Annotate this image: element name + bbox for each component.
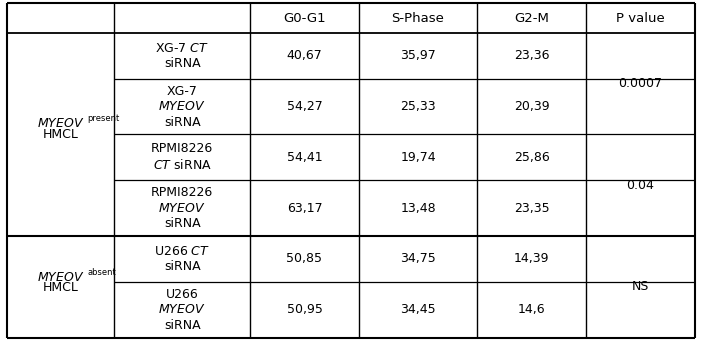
Text: $\it{MYEOV}$: $\it{MYEOV}$ — [37, 117, 84, 130]
Text: HMCL: HMCL — [43, 281, 79, 294]
Text: present: present — [87, 114, 119, 123]
Text: 34,75: 34,75 — [400, 252, 436, 265]
Text: 25,86: 25,86 — [514, 151, 550, 164]
Text: 14,6: 14,6 — [518, 303, 545, 316]
Text: XG-7
$\it{MYEOV}$
siRNA: XG-7 $\it{MYEOV}$ siRNA — [159, 85, 206, 129]
Text: 23,35: 23,35 — [514, 202, 550, 214]
Text: 23,36: 23,36 — [514, 49, 550, 62]
Text: 20,39: 20,39 — [514, 100, 550, 113]
Text: 50,85: 50,85 — [286, 252, 322, 265]
Text: XG-7 $\it{CT}$
siRNA: XG-7 $\it{CT}$ siRNA — [155, 42, 209, 70]
Text: 0.0007: 0.0007 — [618, 77, 663, 90]
Text: 0.04: 0.04 — [627, 179, 654, 192]
Text: RPMI8226
$\it{MYEOV}$
siRNA: RPMI8226 $\it{MYEOV}$ siRNA — [151, 186, 213, 230]
Text: 50,95: 50,95 — [286, 303, 322, 316]
Text: 54,27: 54,27 — [286, 100, 322, 113]
Text: HMCL: HMCL — [43, 128, 79, 141]
Text: $\it{MYEOV}$: $\it{MYEOV}$ — [37, 271, 84, 284]
Text: S-Phase: S-Phase — [392, 12, 444, 25]
Text: 54,41: 54,41 — [286, 151, 322, 164]
Text: NS: NS — [632, 280, 649, 293]
Text: 25,33: 25,33 — [400, 100, 436, 113]
Text: G0-G1: G0-G1 — [283, 12, 326, 25]
Text: P value: P value — [616, 12, 665, 25]
Text: 19,74: 19,74 — [400, 151, 436, 164]
Text: 14,39: 14,39 — [514, 252, 550, 265]
Text: 35,97: 35,97 — [400, 49, 436, 62]
Text: 34,45: 34,45 — [400, 303, 436, 316]
Text: U266 $\it{CT}$
siRNA: U266 $\it{CT}$ siRNA — [154, 244, 210, 273]
Text: 63,17: 63,17 — [286, 202, 322, 214]
Text: 40,67: 40,67 — [286, 49, 322, 62]
Text: RPMI8226
$\it{CT}$ siRNA: RPMI8226 $\it{CT}$ siRNA — [151, 143, 213, 172]
Text: G2-M: G2-M — [515, 12, 549, 25]
Text: absent: absent — [87, 268, 116, 277]
Text: U266
$\it{MYEOV}$
siRNA: U266 $\it{MYEOV}$ siRNA — [159, 288, 206, 332]
Text: 13,48: 13,48 — [400, 202, 436, 214]
